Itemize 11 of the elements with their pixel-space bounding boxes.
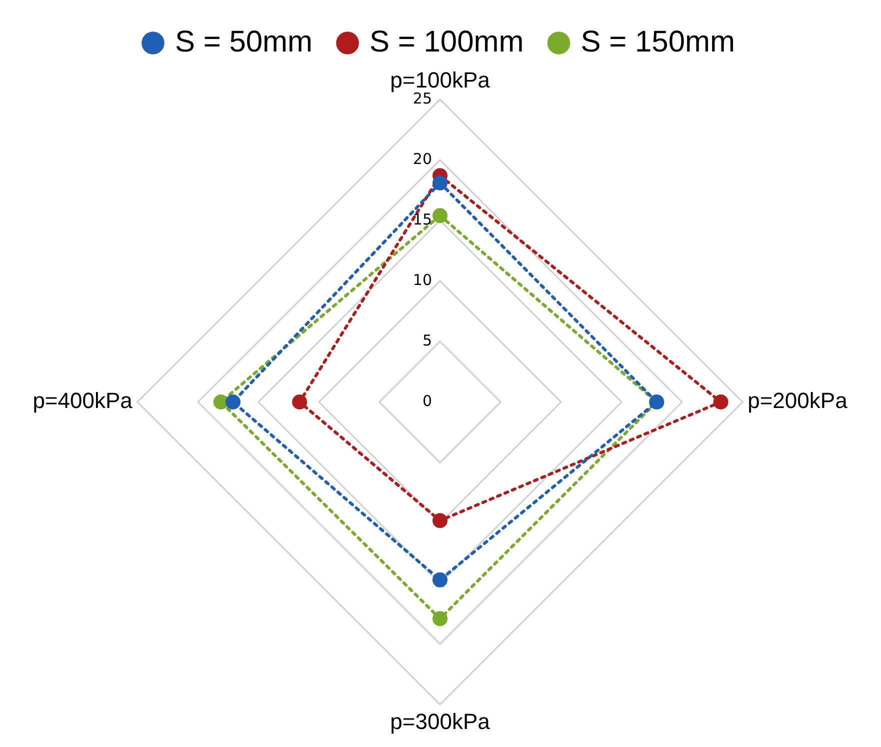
spoke-label: p=400kPa: [32, 388, 134, 414]
y-tick-label: 10: [412, 270, 432, 289]
y-tick-label: 5: [422, 331, 432, 350]
legend-label: S = 150mm: [580, 25, 736, 58]
y-tick-label: 0: [422, 392, 432, 410]
y-tick-label: 20: [412, 150, 432, 168]
spoke-label: p=200kPa: [748, 388, 848, 414]
legend-label: S = 50mm: [174, 25, 313, 58]
legend-label: S = 100mm: [370, 25, 524, 58]
y-tick-label: 15: [412, 210, 432, 228]
spoke-label: p=300kPa: [390, 708, 491, 734]
